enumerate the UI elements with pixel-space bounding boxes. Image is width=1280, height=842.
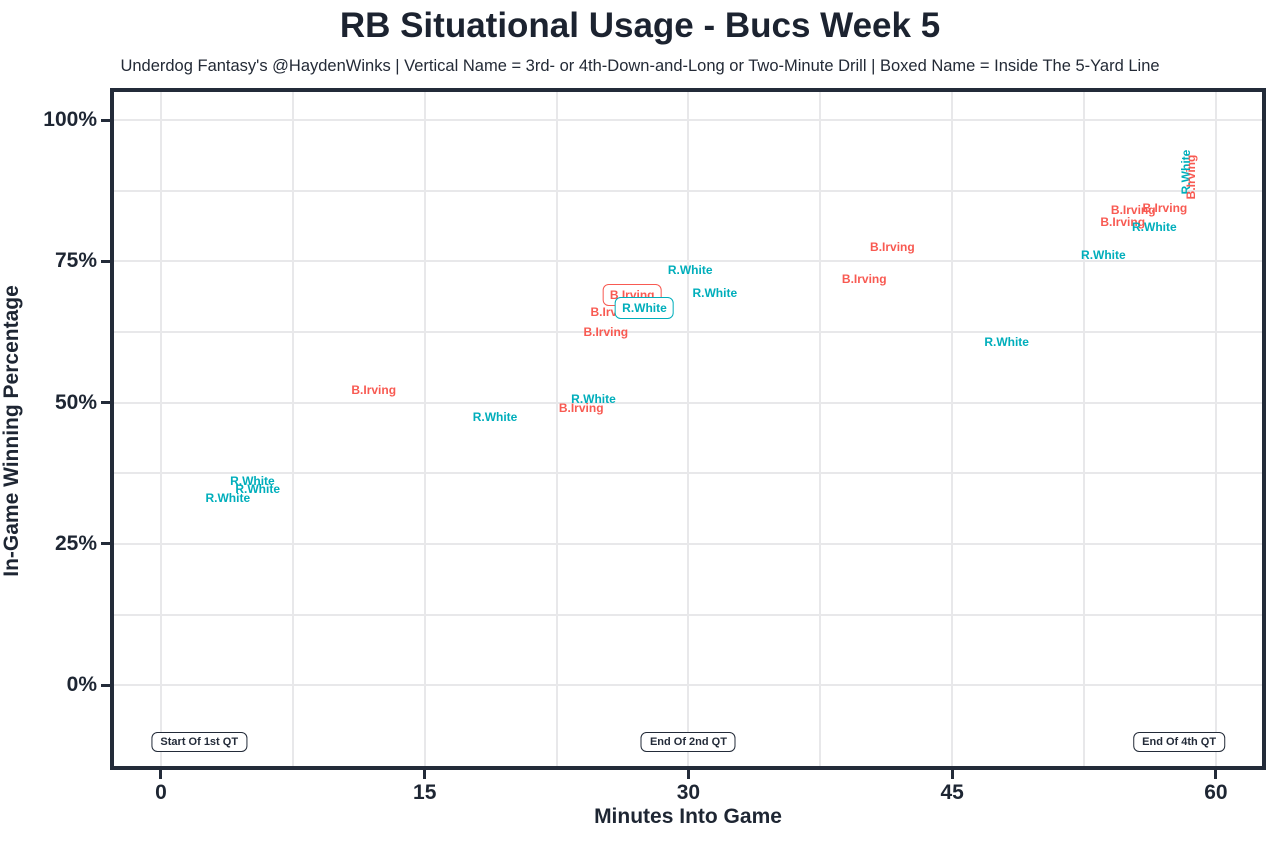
y-tick-label: 75% bbox=[54, 249, 97, 273]
y-tick-label: 50% bbox=[54, 390, 97, 414]
player-label-birving: B.Irving bbox=[1142, 201, 1188, 216]
page-title: RB Situational Usage - Bucs Week 5 bbox=[339, 6, 941, 45]
x-tick-mark bbox=[686, 770, 690, 779]
player-label-birving: B.Irving bbox=[351, 383, 397, 398]
h-gridline bbox=[114, 401, 1262, 404]
player-label-rwhite: R.White bbox=[692, 286, 738, 301]
v-gridline bbox=[159, 92, 162, 766]
y-tick-label: 0% bbox=[66, 673, 97, 697]
y-tick-mark bbox=[101, 542, 110, 546]
x-tick-mark bbox=[159, 770, 163, 779]
y-axis-title: In-Game Winning Percentage bbox=[0, 285, 23, 577]
x-tick-label: 30 bbox=[676, 781, 701, 804]
player-label-birving: B.Irving bbox=[1100, 215, 1146, 230]
player-label-birving: B.Irving bbox=[1110, 203, 1156, 218]
v-gridline bbox=[291, 92, 294, 766]
h-gridline bbox=[114, 613, 1262, 616]
player-label-rwhite: R.White bbox=[235, 482, 281, 497]
player-label-birving: B.Irving bbox=[558, 401, 604, 416]
h-gridline bbox=[114, 542, 1262, 545]
y-tick-mark bbox=[101, 401, 110, 405]
h-gridline bbox=[114, 119, 1262, 122]
player-label-rwhite: R.White bbox=[571, 392, 616, 407]
v-gridline bbox=[423, 92, 426, 766]
page-subtitle: Underdog Fantasy's @HaydenWinks | Vertic… bbox=[120, 57, 1160, 75]
v-gridline bbox=[951, 92, 954, 766]
player-label-birving: B.Irving bbox=[1184, 154, 1199, 200]
player-label-rwhite: R.White bbox=[615, 297, 674, 320]
player-label-birving: B.Irving bbox=[870, 240, 915, 255]
h-gridline bbox=[114, 684, 1262, 687]
h-gridline bbox=[114, 260, 1262, 263]
player-label-rwhite: R.White bbox=[230, 474, 275, 489]
player-label-rwhite: R.White bbox=[472, 410, 518, 425]
player-label-rwhite: R.White bbox=[984, 335, 1029, 350]
quarter-annotation: End Of 2nd QT bbox=[640, 731, 736, 752]
x-axis-title: Minutes Into Game bbox=[594, 805, 782, 828]
player-label-rwhite: R.White bbox=[1081, 248, 1126, 263]
v-gridline bbox=[819, 92, 822, 766]
y-tick-label: 100% bbox=[43, 108, 97, 132]
y-tick-mark bbox=[101, 259, 110, 263]
y-tick-mark bbox=[101, 683, 110, 687]
x-tick-mark bbox=[423, 770, 427, 779]
x-tick-label: 45 bbox=[940, 781, 964, 804]
v-gridline bbox=[1083, 92, 1086, 766]
player-label-rwhite: R.White bbox=[1132, 219, 1177, 234]
quarter-annotation: End Of 4th QT bbox=[1133, 731, 1226, 752]
h-gridline bbox=[114, 472, 1262, 475]
h-gridline bbox=[114, 189, 1262, 192]
x-tick-label: 15 bbox=[413, 781, 437, 804]
y-tick-label: 25% bbox=[54, 531, 97, 555]
player-label-rwhite: R.White bbox=[205, 491, 251, 506]
x-tick-mark bbox=[1214, 770, 1218, 779]
x-tick-mark bbox=[950, 770, 954, 779]
player-label-rwhite: R.White bbox=[667, 262, 713, 277]
plot-panel: B.Irving B.Irving B.Irving B.Irving B.Irving… bbox=[110, 88, 1266, 770]
v-gridline bbox=[687, 92, 690, 766]
v-gridline bbox=[555, 92, 558, 766]
player-label-birving: B.Irving bbox=[841, 271, 887, 286]
player-label-birving: B.Irving bbox=[583, 325, 629, 340]
y-tick-mark bbox=[101, 118, 110, 122]
v-gridline bbox=[1214, 92, 1217, 766]
plot-area: B.Irving B.Irving B.Irving B.Irving B.Irving… bbox=[114, 92, 1262, 766]
h-gridline bbox=[114, 331, 1262, 334]
x-tick-label: 60 bbox=[1204, 781, 1228, 804]
x-tick-label: 0 bbox=[155, 781, 167, 804]
quarter-annotation: Start Of 1st QT bbox=[151, 731, 248, 752]
